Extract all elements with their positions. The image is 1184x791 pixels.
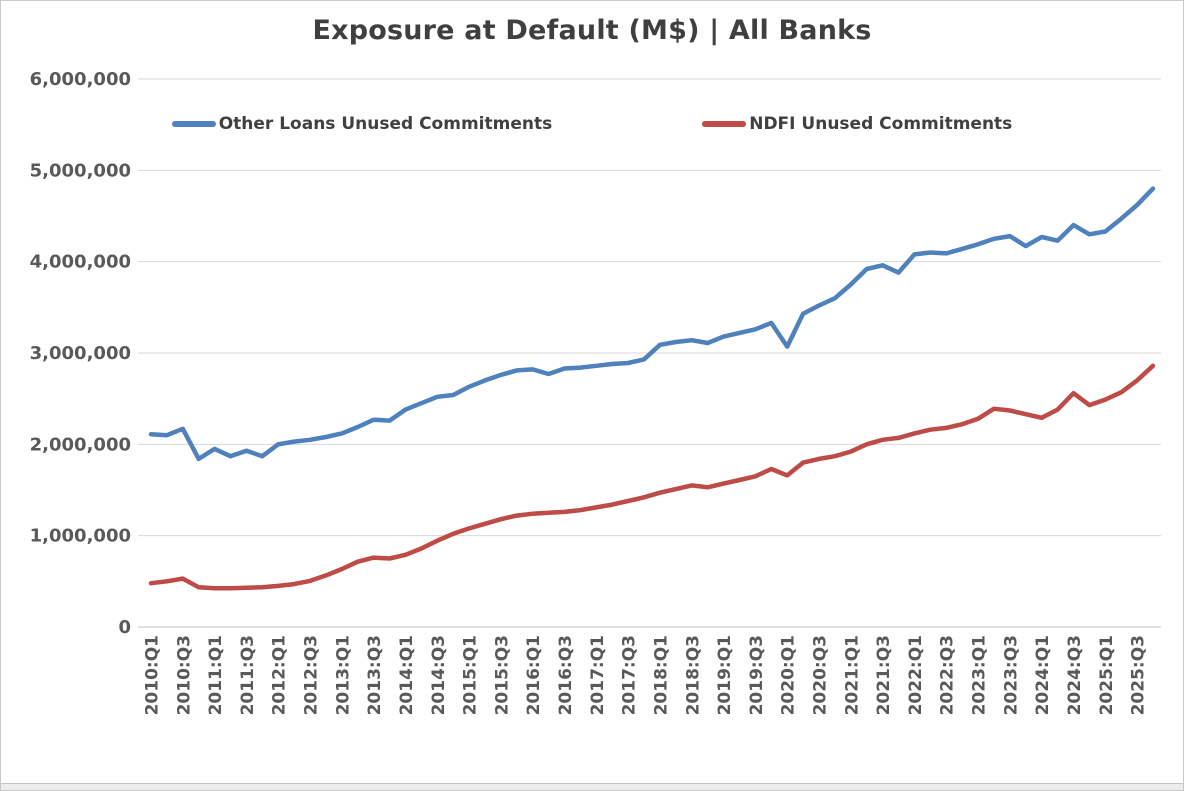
x-tick-label: 2015:Q1: [461, 635, 481, 715]
chart-title: Exposure at Default (M$) | All Banks: [312, 15, 872, 46]
x-tick-label: 2021:Q3: [874, 635, 894, 715]
x-tick-label: 2010:Q3: [174, 635, 194, 715]
series-line-ndfi: [148, 363, 1156, 591]
x-tick-label: 2010:Q1: [143, 635, 163, 715]
x-tick-label: 2022:Q3: [938, 635, 958, 715]
x-tick-label: 2012:Q1: [270, 635, 290, 715]
x-tick-label: 2019:Q3: [747, 635, 767, 715]
legend-line-swatch-blue: [171, 121, 216, 127]
x-tick-label: 2018:Q1: [651, 635, 671, 715]
x-tick-label: 2023:Q1: [970, 635, 990, 715]
x-tick-label: 2019:Q1: [715, 635, 735, 715]
x-tick-label: 2024:Q1: [1033, 635, 1053, 715]
legend-label-ndfi: NDFI Unused Commitments: [749, 114, 1013, 134]
series-line-other-loans: [148, 186, 1156, 462]
x-tick-label: 2020:Q3: [811, 635, 831, 715]
x-tick-label: 2022:Q1: [906, 635, 926, 715]
y-tick-label: 4,000,000: [30, 252, 131, 273]
legend-item-other-loans: Other Loans Unused Commitments: [171, 114, 553, 134]
x-tick-label: 2017:Q3: [620, 635, 640, 715]
x-tick-label: 2013:Q3: [365, 635, 385, 715]
y-tick-label: 6,000,000: [30, 69, 131, 90]
x-tick-label: 2014:Q1: [397, 635, 417, 715]
x-tick-label: 2011:Q3: [238, 635, 258, 715]
x-tick-label: 2016:Q1: [524, 635, 544, 715]
legend-line-swatch-red: [702, 121, 747, 127]
legend: Other Loans Unused Commitments NDFI Unus…: [1, 114, 1183, 134]
window-bottom-edge: [1, 783, 1183, 790]
x-tick-label: 2024:Q3: [1065, 635, 1085, 715]
x-tick-label: 2011:Q1: [206, 635, 226, 715]
y-tick-label: 0: [118, 617, 131, 638]
x-tick-label: 2025:Q1: [1097, 635, 1117, 715]
x-tick-label: 2016:Q3: [556, 635, 576, 715]
x-tick-label: 2018:Q3: [683, 635, 703, 715]
x-tick-label: 2013:Q1: [333, 635, 353, 715]
x-tick-label: 2023:Q3: [1001, 635, 1021, 715]
x-tick-label: 2012:Q3: [302, 635, 322, 715]
y-tick-label: 3,000,000: [30, 343, 131, 364]
y-tick-label: 1,000,000: [30, 526, 131, 547]
legend-label-other-loans: Other Loans Unused Commitments: [218, 114, 553, 134]
x-tick-label: 2017:Q1: [588, 635, 608, 715]
y-tick-label: 2,000,000: [30, 434, 131, 455]
x-tick-label: 2020:Q1: [779, 635, 799, 715]
legend-item-ndfi: NDFI Unused Commitments: [702, 114, 1012, 134]
x-tick-label: 2015:Q3: [492, 635, 512, 715]
x-tick-label: 2025:Q3: [1129, 635, 1149, 715]
x-tick-label: 2014:Q3: [429, 635, 449, 715]
x-tick-label: 2021:Q1: [842, 635, 862, 715]
y-tick-label: 5,000,000: [30, 160, 131, 181]
